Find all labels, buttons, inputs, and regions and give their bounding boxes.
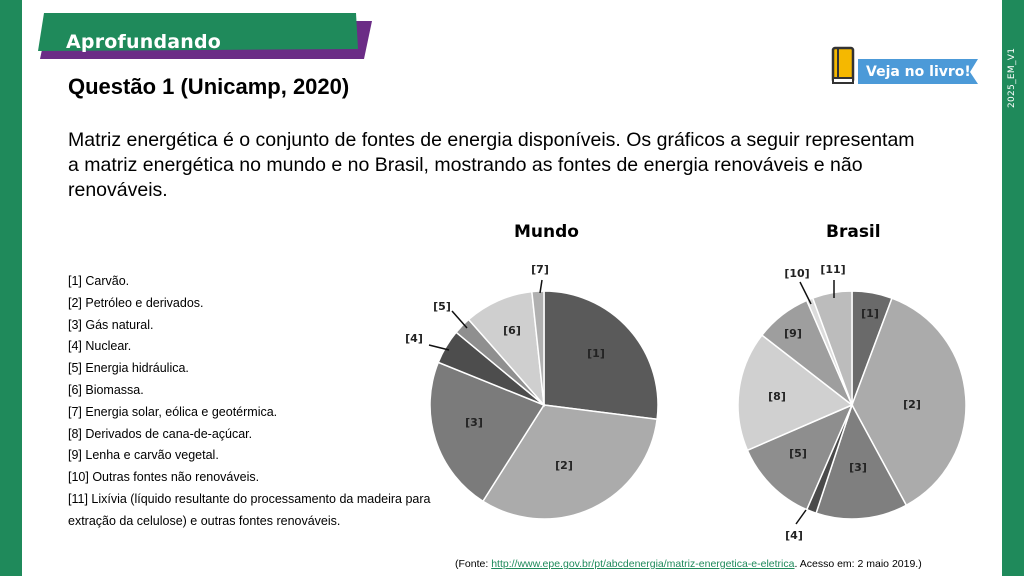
pie-slice xyxy=(543,290,659,421)
chart-title-brasil: Brasil xyxy=(826,222,881,242)
slice-label: [7] xyxy=(531,263,549,276)
source-prefix: (Fonte: xyxy=(455,558,492,570)
legend-item: [2] Petróleo e derivados. xyxy=(68,295,204,310)
legend-item: [10] Outras fontes não renováveis. xyxy=(68,470,260,485)
slice-label: [9] xyxy=(784,327,802,340)
veja-no-livro-button[interactable] xyxy=(828,46,980,88)
legend-item: [8] Derivados de cana-de-açúcar. xyxy=(68,426,253,441)
source-link[interactable]: http://www.epe.gov.br/pt/abcdenergia/mat… xyxy=(491,558,795,570)
legend-item: [4] Nuclear. xyxy=(68,339,132,354)
slice-label: [10] xyxy=(784,267,809,280)
slice-label: [4] xyxy=(785,529,803,542)
slice-label: [2] xyxy=(555,459,573,472)
leader-line xyxy=(539,279,543,294)
legend-item: [5] Energia hidráulica. xyxy=(68,361,189,376)
leader-line xyxy=(451,310,468,329)
legend-item: [6] Biomassa. xyxy=(68,382,144,397)
left-green-bar xyxy=(0,0,22,576)
banner-title: Aprofundando xyxy=(66,31,222,53)
slice-label: [3] xyxy=(465,416,483,429)
slice-label: [5] xyxy=(789,447,807,460)
source-citation: (Fonte: http://www.epe.gov.br/pt/abcdene… xyxy=(455,558,922,570)
question-intro: Matriz energética é o conjunto de fontes… xyxy=(68,129,915,201)
pie-slice xyxy=(811,290,853,406)
legend-item: [3] Gás natural. xyxy=(68,317,154,332)
question-title: Questão 1 (Unicamp, 2020) xyxy=(68,74,350,99)
legend-item: [1] Carvão. xyxy=(68,274,130,288)
legend-item: extração da celulose) e outras fontes re… xyxy=(68,513,341,528)
pie-slice xyxy=(429,361,546,503)
pie-slice xyxy=(746,403,854,511)
slice-label: [1] xyxy=(861,307,879,320)
pie-slice xyxy=(531,290,545,406)
slice-label: [11] xyxy=(820,263,845,276)
slice-label: [3] xyxy=(849,461,867,474)
source-suffix: . Acesso em: 2 maio 2019.) xyxy=(794,558,922,570)
slice-label: [2] xyxy=(903,398,921,411)
slice-label: [5] xyxy=(433,300,451,313)
pie-slice xyxy=(737,334,854,452)
veja-no-livro-label[interactable]: Veja no livro! xyxy=(866,64,971,80)
slice-label: [4] xyxy=(405,332,423,345)
slice-label: [1] xyxy=(587,347,605,360)
slice-label: [8] xyxy=(768,390,786,403)
pie-slice xyxy=(815,403,908,520)
leader-line xyxy=(428,344,450,351)
section-banner: Aprofundando xyxy=(38,13,378,61)
legend: [1] Carvão. [2] Petróleo e derivados. [3… xyxy=(68,271,458,533)
leader-line xyxy=(795,509,807,525)
pie-slice xyxy=(851,297,967,507)
leader-line xyxy=(799,281,812,305)
legend-item: [11] Lixívia (líquido resultante do proc… xyxy=(68,491,431,506)
legend-item: [7] Energia solar, eólica e geotérmica. xyxy=(68,404,278,419)
chart-title-mundo: Mundo xyxy=(514,222,579,242)
legend-item: [9] Lenha e carvão vegetal. xyxy=(68,448,219,463)
right-green-bar xyxy=(1002,0,1024,576)
slice-label: [6] xyxy=(503,324,521,337)
